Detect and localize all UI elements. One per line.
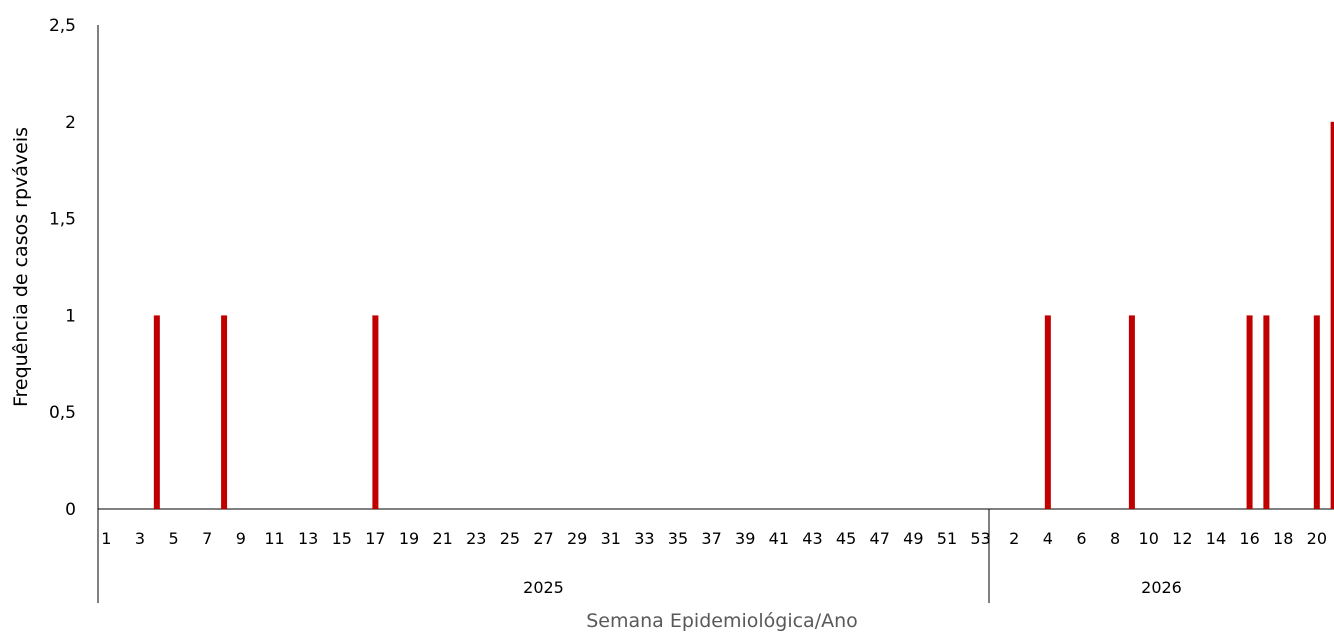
x-tick-label: 10 xyxy=(1139,529,1159,548)
year-label: 2026 xyxy=(1141,578,1182,597)
y-tick-label: 0 xyxy=(65,500,76,520)
y-tick-labels: 0 0,5 1 1,5 2 2,5 xyxy=(49,16,76,520)
bar xyxy=(1330,121,1334,510)
x-tick-label: 31 xyxy=(601,529,621,548)
x-tick-label: 51 xyxy=(937,529,957,548)
x-tick-label: 47 xyxy=(870,529,890,548)
x-tick-label: 33 xyxy=(634,529,654,548)
x-tick-label: 35 xyxy=(668,529,688,548)
x-tick-label: 13 xyxy=(298,529,318,548)
x-tick-label: 18 xyxy=(1273,529,1293,548)
y-tick-label: 2,5 xyxy=(49,16,76,36)
x-tick-label: 4 xyxy=(1043,529,1053,548)
x-tick-label: 3 xyxy=(135,529,145,548)
bar xyxy=(1313,315,1320,509)
y-tick-label: 1,5 xyxy=(49,210,76,230)
x-tick-label: 11 xyxy=(264,529,284,548)
x-tick-label: 5 xyxy=(169,529,179,548)
bar xyxy=(153,315,160,509)
x-tick-label: 12 xyxy=(1172,529,1192,548)
x-tick-label: 14 xyxy=(1206,529,1226,548)
x-tick-label: 2 xyxy=(1009,529,1019,548)
x-tick-label: 23 xyxy=(466,529,486,548)
y-tick-label: 2 xyxy=(65,113,76,133)
x-tick-label: 41 xyxy=(769,529,789,548)
x-tick-label: 8 xyxy=(1110,529,1120,548)
x-axis-title: Semana Epidemiológica/Ano xyxy=(586,610,858,632)
axes-group xyxy=(97,25,1334,603)
bars-group xyxy=(153,121,1334,510)
bar xyxy=(372,315,379,509)
x-tick-label: 43 xyxy=(802,529,822,548)
x-tick-label: 19 xyxy=(399,529,419,548)
x-tick-label: 16 xyxy=(1239,529,1259,548)
x-tick-label: 49 xyxy=(903,529,923,548)
x-tick-label: 21 xyxy=(432,529,452,548)
x-tick-label: 39 xyxy=(735,529,755,548)
x-tick-label: 37 xyxy=(701,529,721,548)
x-tick-label: 15 xyxy=(332,529,352,548)
bar xyxy=(221,315,228,509)
x-tick-label: 29 xyxy=(567,529,587,548)
bar xyxy=(1044,315,1051,509)
x-tick-label: 17 xyxy=(365,529,385,548)
x-tick-label: 1 xyxy=(101,529,111,548)
bar xyxy=(1246,315,1253,509)
x-tick-label: 7 xyxy=(202,529,212,548)
y-tick-label: 0,5 xyxy=(49,403,76,423)
x-tick-label: 27 xyxy=(533,529,553,548)
year-label: 2025 xyxy=(523,578,564,597)
x-tick-label: 53 xyxy=(970,529,990,548)
x-tick-labels: 1 3 5 7 9 11 13 15 17 19 21 23 25 27 29 31 33 35 37 39 41 43 4… xyxy=(101,529,1327,548)
x-tick-label: 6 xyxy=(1076,529,1086,548)
year-group-labels: 2025 2026 xyxy=(523,578,1182,597)
x-tick-label: 9 xyxy=(236,529,246,548)
y-axis-title: Frequência de casos rpváveis xyxy=(10,127,32,407)
x-tick-label: 25 xyxy=(500,529,520,548)
bar xyxy=(1128,315,1135,509)
x-tick-label: 45 xyxy=(836,529,856,548)
bar xyxy=(1263,315,1270,509)
x-tick-label: 20 xyxy=(1307,529,1327,548)
y-tick-label: 1 xyxy=(65,306,76,326)
